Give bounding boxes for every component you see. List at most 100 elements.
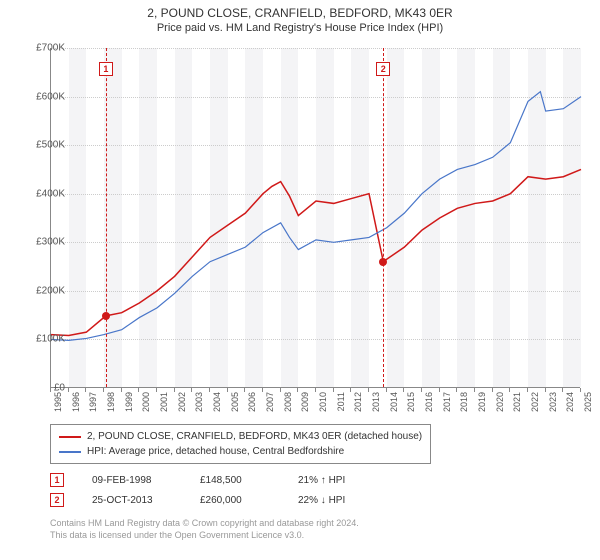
x-tick-label: 2000 xyxy=(141,392,151,412)
x-tick-mark xyxy=(297,388,298,392)
x-tick-label: 2017 xyxy=(442,392,452,412)
x-tick-label: 2003 xyxy=(194,392,204,412)
legend-row: HPI: Average price, detached house, Cent… xyxy=(59,444,422,459)
transaction-table: 1 09-FEB-1998 £148,500 21% ↑ HPI 2 25-OCT-201… xyxy=(50,470,388,510)
x-tick-label: 1999 xyxy=(124,392,134,412)
x-tick-label: 2020 xyxy=(495,392,505,412)
y-tick-label: £700K xyxy=(20,43,65,54)
x-tick-label: 2013 xyxy=(371,392,381,412)
x-tick-label: 2012 xyxy=(353,392,363,412)
x-tick-mark xyxy=(50,388,51,392)
x-tick-mark xyxy=(439,388,440,392)
x-tick-mark xyxy=(227,388,228,392)
chart-container: 2, POUND CLOSE, CRANFIELD, BEDFORD, MK43… xyxy=(0,0,600,560)
transaction-vline xyxy=(383,48,384,387)
tx-date: 09-FEB-1998 xyxy=(92,475,172,486)
x-tick-label: 2005 xyxy=(230,392,240,412)
x-tick-label: 2007 xyxy=(265,392,275,412)
x-tick-mark xyxy=(562,388,563,392)
x-tick-label: 1997 xyxy=(88,392,98,412)
tx-pct-vs-hpi: 22% ↓ HPI xyxy=(298,495,388,506)
y-tick-label: £200K xyxy=(20,285,65,296)
y-tick-label: £400K xyxy=(20,188,65,199)
x-tick-label: 2006 xyxy=(247,392,257,412)
tx-date: 25-OCT-2013 xyxy=(92,495,172,506)
x-tick-label: 2016 xyxy=(424,392,434,412)
x-tick-mark xyxy=(262,388,263,392)
x-tick-label: 2019 xyxy=(477,392,487,412)
legend-label: HPI: Average price, detached house, Cent… xyxy=(87,444,344,459)
x-tick-mark xyxy=(545,388,546,392)
x-tick-mark xyxy=(280,388,281,392)
x-tick-label: 2009 xyxy=(300,392,310,412)
x-tick-mark xyxy=(333,388,334,392)
x-tick-mark xyxy=(156,388,157,392)
x-tick-mark xyxy=(191,388,192,392)
legend-row: 2, POUND CLOSE, CRANFIELD, BEDFORD, MK43… xyxy=(59,429,422,444)
x-tick-mark xyxy=(509,388,510,392)
x-tick-mark xyxy=(138,388,139,392)
x-tick-label: 2021 xyxy=(512,392,522,412)
legend: 2, POUND CLOSE, CRANFIELD, BEDFORD, MK43… xyxy=(50,424,431,464)
x-tick-label: 1998 xyxy=(106,392,116,412)
x-tick-label: 2022 xyxy=(530,392,540,412)
x-tick-mark xyxy=(421,388,422,392)
footer-line-1: Contains HM Land Registry data © Crown c… xyxy=(50,518,359,530)
x-tick-label: 2002 xyxy=(177,392,187,412)
transaction-marker-1: 1 xyxy=(99,62,113,76)
legend-label: 2, POUND CLOSE, CRANFIELD, BEDFORD, MK43… xyxy=(87,429,422,444)
transaction-dot xyxy=(379,258,387,266)
x-tick-mark xyxy=(315,388,316,392)
x-tick-mark xyxy=(121,388,122,392)
x-tick-label: 2008 xyxy=(283,392,293,412)
x-tick-mark xyxy=(85,388,86,392)
transaction-dot xyxy=(102,312,110,320)
x-tick-mark xyxy=(350,388,351,392)
x-tick-label: 2010 xyxy=(318,392,328,412)
footer-attribution: Contains HM Land Registry data © Crown c… xyxy=(50,518,359,541)
x-tick-mark xyxy=(244,388,245,392)
x-tick-label: 2011 xyxy=(336,392,346,411)
x-tick-mark xyxy=(580,388,581,392)
line-plot-svg xyxy=(51,48,580,387)
x-tick-mark xyxy=(174,388,175,392)
tx-pct-vs-hpi: 21% ↑ HPI xyxy=(298,475,388,486)
transaction-vline xyxy=(106,48,107,387)
x-tick-label: 2001 xyxy=(159,392,169,412)
x-tick-label: 2025 xyxy=(583,392,593,412)
y-tick-label: £100K xyxy=(20,334,65,345)
x-tick-label: 2018 xyxy=(459,392,469,412)
x-tick-label: 2014 xyxy=(389,392,399,412)
transaction-marker-2: 2 xyxy=(376,62,390,76)
x-tick-mark xyxy=(68,388,69,392)
x-tick-label: 2024 xyxy=(565,392,575,412)
tx-price: £148,500 xyxy=(200,475,270,486)
tx-marker-icon: 2 xyxy=(50,493,64,507)
x-tick-label: 1995 xyxy=(53,392,63,412)
x-tick-label: 2004 xyxy=(212,392,222,412)
x-tick-label: 1996 xyxy=(71,392,81,412)
y-tick-label: £500K xyxy=(20,140,65,151)
legend-swatch xyxy=(59,436,81,438)
x-tick-mark xyxy=(386,388,387,392)
tx-marker-icon: 1 xyxy=(50,473,64,487)
legend-swatch xyxy=(59,451,81,453)
x-tick-mark xyxy=(456,388,457,392)
x-tick-mark xyxy=(368,388,369,392)
plot-area: 12 xyxy=(50,48,580,388)
transaction-row: 1 09-FEB-1998 £148,500 21% ↑ HPI xyxy=(50,470,388,490)
x-tick-label: 2023 xyxy=(548,392,558,412)
chart-title: 2, POUND CLOSE, CRANFIELD, BEDFORD, MK43… xyxy=(0,0,600,20)
footer-line-2: This data is licensed under the Open Gov… xyxy=(50,530,359,542)
y-tick-label: £600K xyxy=(20,91,65,102)
tx-price: £260,000 xyxy=(200,495,270,506)
x-tick-label: 2015 xyxy=(406,392,416,412)
x-tick-mark xyxy=(474,388,475,392)
x-tick-mark xyxy=(209,388,210,392)
series-price_paid xyxy=(51,169,581,335)
y-tick-label: £300K xyxy=(20,237,65,248)
x-tick-mark xyxy=(403,388,404,392)
x-tick-mark xyxy=(527,388,528,392)
x-tick-mark xyxy=(492,388,493,392)
transaction-row: 2 25-OCT-2013 £260,000 22% ↓ HPI xyxy=(50,490,388,510)
